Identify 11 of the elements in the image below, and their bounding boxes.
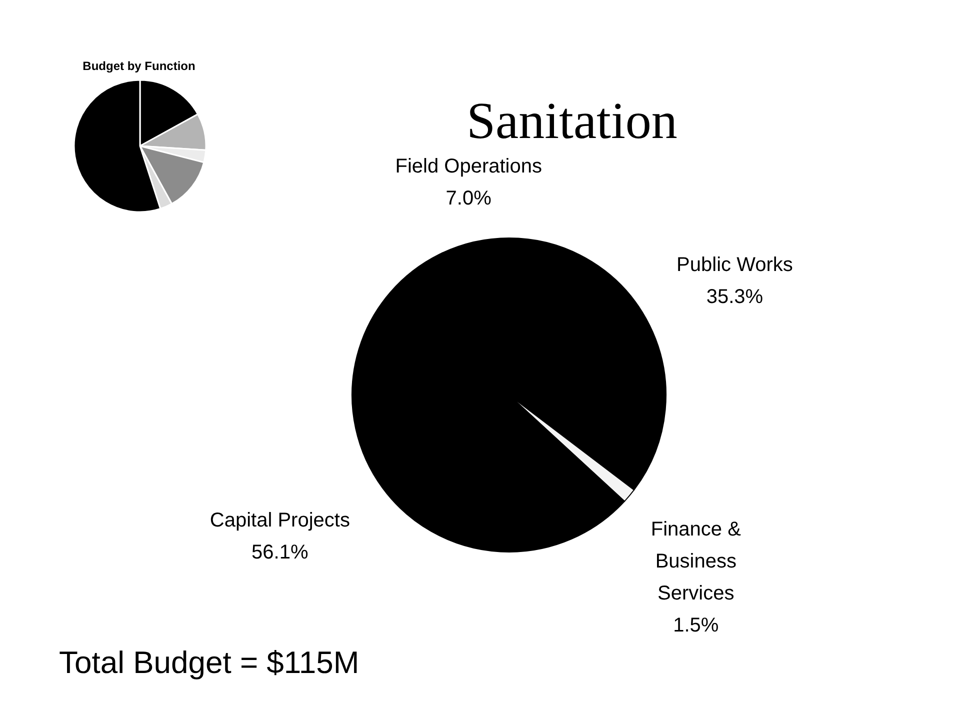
- slice-label: Capital Projects: [210, 510, 350, 532]
- slice-label: Finance & Business Services: [650, 518, 742, 605]
- data-label: 35.3%: [706, 286, 764, 308]
- chart-title: Budget by Function: [82, 59, 196, 73]
- chart-title: Sanitation: [466, 93, 678, 150]
- data-label: 56.1%: [252, 542, 308, 564]
- slice-label: Public Works: [676, 254, 793, 276]
- data-label: 7.0%: [446, 187, 492, 210]
- slice-label: Field Operations: [395, 155, 542, 178]
- text: Total Budget = $115M: [59, 645, 360, 680]
- data-label: 1.5%: [673, 614, 719, 637]
